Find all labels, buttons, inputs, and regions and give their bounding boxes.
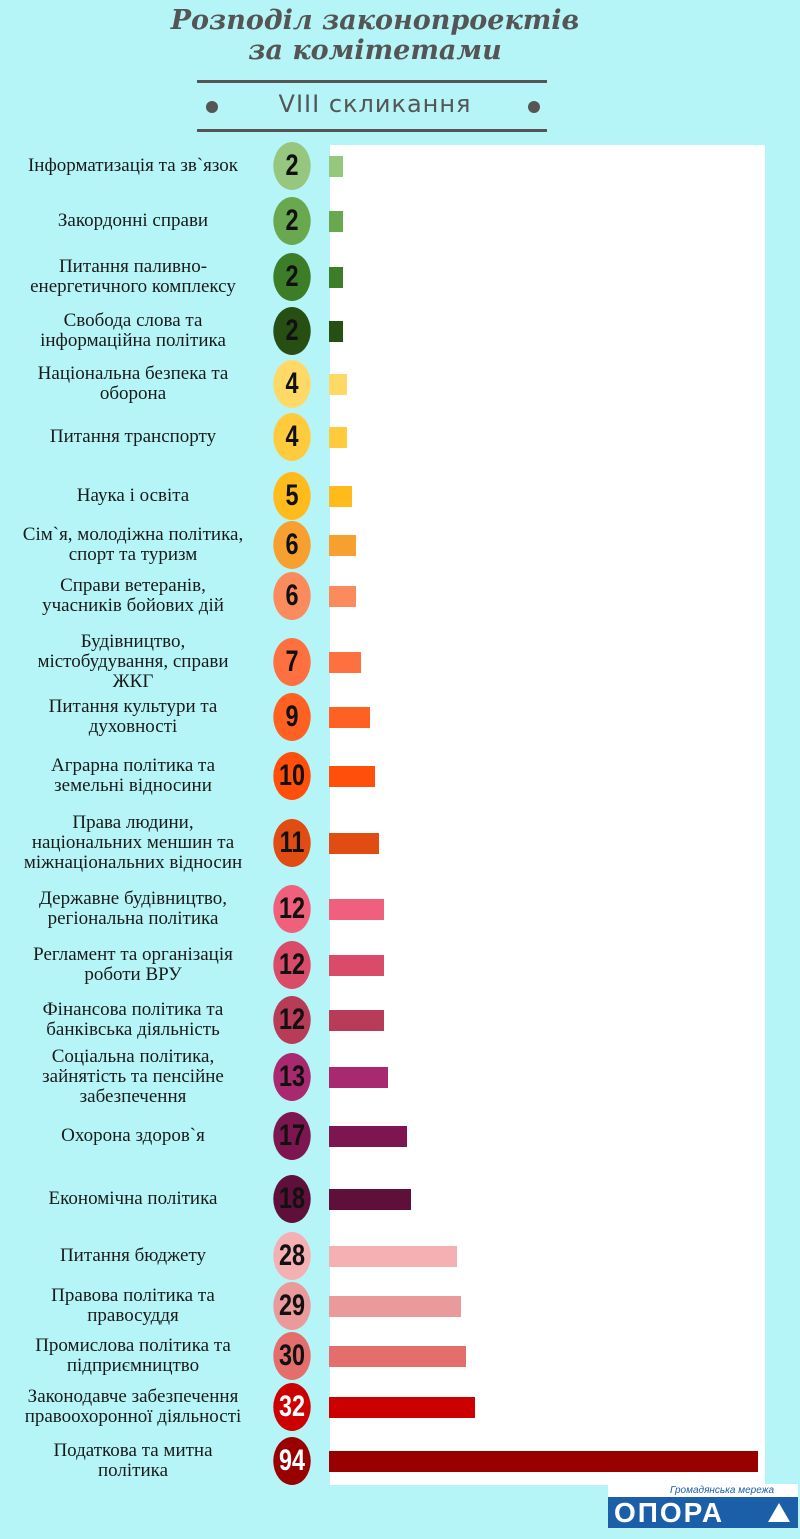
category-label: Свобода слова та інформаційна політика: [40, 310, 226, 351]
category-label: Охорона здоров`я: [61, 1125, 205, 1146]
value-badge: 17: [273, 1112, 311, 1160]
divider-dot-right: [528, 101, 540, 113]
bar: [329, 766, 375, 787]
category-label: Наука і освіта: [76, 485, 190, 506]
value-badge: 12: [273, 885, 311, 933]
bar: [329, 321, 343, 342]
value-badge: 6: [273, 521, 311, 569]
value-badge: 5: [273, 472, 311, 520]
bar: [329, 211, 343, 232]
value-badge: 94: [273, 1437, 311, 1485]
bar: [329, 833, 380, 854]
category-label: Питання паливно-енергетичного комплексу: [30, 256, 236, 297]
value-badge: 18: [273, 1175, 311, 1223]
category-label: Регламент та організація роботи ВРУ: [33, 944, 233, 985]
bar: [329, 427, 348, 448]
value-badge: 29: [273, 1282, 311, 1330]
divider-dot-left: [206, 101, 218, 113]
logo-triangle-icon: [768, 1503, 790, 1522]
category-label: Фінансова політика та банківська діяльні…: [42, 999, 224, 1040]
bar: [329, 707, 371, 728]
bar: [329, 1126, 407, 1147]
bar: [329, 1246, 457, 1267]
value-badge: 2: [273, 307, 311, 355]
bar: [329, 1067, 389, 1088]
bar: [329, 1397, 476, 1418]
opora-logo: Громадянська мережа ОПОРА: [608, 1484, 798, 1528]
value-badge: 2: [273, 197, 311, 245]
logo-name: ОПОРА: [614, 1497, 725, 1528]
bar: [329, 1010, 384, 1031]
value-badge: 32: [273, 1383, 311, 1431]
value-badge: 28: [273, 1232, 311, 1280]
value-badge: 2: [273, 253, 311, 301]
category-label: Питання бюджету: [59, 1245, 207, 1266]
bar: [329, 156, 343, 177]
category-label: Питання культури та духовності: [48, 696, 218, 737]
value-badge: 4: [273, 413, 311, 461]
chart-title: Розподіл законопроектів за комітетами: [170, 5, 580, 66]
value-badge: 7: [273, 638, 311, 686]
bar: [329, 586, 357, 607]
bar: [329, 1451, 758, 1472]
category-label: Соціальна політика, зайнятість та пенсій…: [42, 1046, 224, 1107]
category-label: Національна безпека та оборона: [37, 363, 229, 404]
category-label: Законодавче забезпечення правоохоронної …: [24, 1386, 242, 1427]
category-label: Правова політика та правосуддя: [51, 1285, 215, 1326]
value-badge: 4: [273, 360, 311, 408]
category-label: Права людини, національних меншин та між…: [23, 812, 243, 873]
logo-tagline: Громадянська мережа: [670, 1485, 775, 1496]
value-badge: 12: [273, 996, 311, 1044]
category-label: Будівництво, містобудування, справи ЖКГ: [37, 631, 229, 692]
value-badge: 2: [273, 142, 311, 190]
bar: [329, 1346, 466, 1367]
category-label: Податкова та митна політика: [53, 1440, 213, 1481]
title-divider-top: [197, 80, 547, 83]
chart-subtitle: VIII скликання: [278, 90, 472, 118]
bar: [329, 1189, 412, 1210]
category-label: Аграрна політика та земельні відносини: [50, 755, 216, 796]
value-badge: 13: [273, 1053, 311, 1101]
value-badge: 30: [273, 1332, 311, 1380]
value-badge: 12: [273, 941, 311, 989]
bar: [329, 899, 384, 920]
value-badge: 10: [273, 752, 311, 800]
value-badge: 6: [273, 572, 311, 620]
plot-area: [330, 145, 765, 1485]
category-label: Економічна політика: [48, 1188, 218, 1209]
category-label: Промислова політика та підприємництво: [35, 1335, 231, 1376]
category-label: Сім`я, молодіжна політика, спорт та тури…: [22, 524, 244, 565]
bar: [329, 535, 357, 556]
value-badge: 11: [273, 819, 311, 867]
value-badge: 9: [273, 693, 311, 741]
logo-box: ОПОРА: [608, 1497, 798, 1528]
bar: [329, 267, 343, 288]
category-label: Закордонні справи: [57, 210, 209, 231]
category-label: Інформатизація та зв`язок: [27, 155, 239, 176]
category-label: Державне будівництво, регіональна політи…: [38, 888, 228, 929]
bar: [329, 374, 348, 395]
bar: [329, 486, 352, 507]
bar: [329, 1296, 462, 1317]
category-label: Справи ветеранів, учасників бойових дій: [42, 575, 224, 616]
bar: [329, 955, 384, 976]
category-label: Питання транспорту: [49, 426, 217, 447]
bar: [329, 652, 361, 673]
title-divider-bottom: [197, 129, 547, 132]
